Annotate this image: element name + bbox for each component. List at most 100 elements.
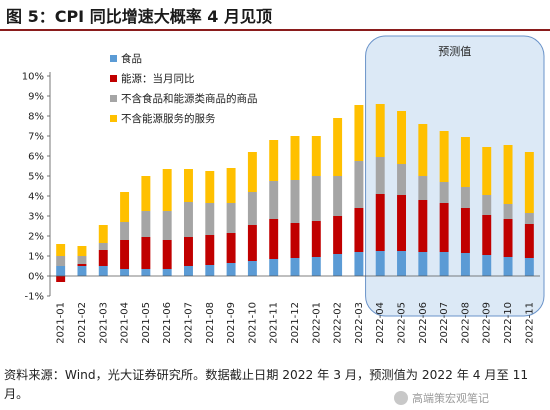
- y-tick-label: 7%: [28, 132, 44, 143]
- bar-segment-1-2021-02: [77, 264, 87, 266]
- y-tick-label: 4%: [28, 192, 44, 203]
- bar-segment-2-2022-08: [460, 187, 470, 208]
- bar-segment-2-2022-02: [333, 176, 343, 216]
- x-tick-label: 2021-08: [205, 302, 216, 344]
- bar-segment-2-2021-01: [56, 256, 66, 266]
- bar-segment-0-2021-05: [141, 269, 151, 276]
- bar-segment-0-2021-08: [205, 265, 215, 276]
- bar-segment-0-2021-06: [162, 269, 172, 276]
- legend-label-1: 能源：当月同比: [121, 72, 195, 85]
- legend-swatch-1: [110, 75, 117, 82]
- bar-segment-2-2022-06: [418, 176, 428, 200]
- legend-swatch-2: [110, 95, 117, 102]
- bar-segment-0-2021-12: [290, 258, 300, 276]
- bar-segment-3-2021-03: [98, 225, 108, 243]
- forecast-region: [365, 35, 545, 317]
- bar-segment-0-2022-07: [439, 252, 449, 276]
- bar-segment-2-2021-05: [141, 211, 151, 237]
- bar-segment-3-2021-11: [269, 140, 279, 181]
- x-tick-label: 2021-03: [98, 302, 109, 344]
- bar-segment-1-2021-04: [120, 240, 130, 269]
- bar-segment-2-2022-10: [503, 204, 513, 219]
- bar-segment-1-2021-07: [184, 237, 193, 266]
- x-tick-label: 2022-04: [375, 302, 386, 344]
- bar-segment-0-2022-05: [397, 251, 406, 276]
- x-tick-label: 2021-07: [183, 302, 194, 344]
- watermark: 高端策宏观笔记: [394, 388, 489, 408]
- x-tick-label: 2021-05: [141, 302, 152, 344]
- bar-segment-1-2022-04: [375, 194, 385, 251]
- y-tick-label: 8%: [28, 112, 44, 123]
- bar-segment-0-2021-03: [98, 266, 108, 276]
- legend-label-3: 不含能源服务的服务: [121, 112, 216, 125]
- bar-segment-0-2021-09: [226, 263, 236, 276]
- y-tick-label: 1%: [28, 252, 44, 263]
- bar-segment-3-2021-12: [290, 136, 300, 180]
- title-divider: [0, 29, 550, 31]
- bar-segment-3-2022-09: [482, 147, 492, 195]
- bar-segment-2-2021-08: [205, 203, 215, 235]
- bar-segment-0-2022-10: [503, 257, 513, 276]
- x-tick-label: 2021-09: [226, 302, 237, 344]
- bar-segment-1-2021-01: [56, 276, 66, 282]
- y-tick-label: -1%: [25, 292, 44, 303]
- bar-segment-0-2022-03: [354, 252, 364, 276]
- bar-segment-3-2022-01: [311, 136, 321, 176]
- bar-segment-2-2021-02: [77, 256, 87, 264]
- bar-segment-0-2021-01: [56, 266, 66, 276]
- x-tick-label: 2022-03: [354, 302, 365, 344]
- y-tick-label: 9%: [28, 92, 44, 103]
- bar-segment-0-2022-01: [311, 257, 321, 276]
- bar-segment-0-2021-10: [247, 261, 257, 276]
- x-tick-label: 2022-01: [311, 302, 322, 344]
- bar-segment-3-2021-08: [205, 171, 215, 203]
- x-tick-label: 2021-06: [162, 302, 173, 344]
- bar-segment-2-2021-06: [162, 211, 172, 240]
- bar-segment-3-2021-09: [226, 168, 236, 203]
- bar-segment-1-2021-11: [269, 219, 279, 259]
- bar-segment-3-2022-11: [524, 152, 534, 213]
- bar-segment-1-2021-10: [247, 225, 257, 261]
- bar-segment-0-2022-04: [375, 251, 385, 276]
- bar-segment-2-2022-09: [482, 195, 492, 215]
- bar-segment-1-2022-09: [482, 215, 492, 255]
- forecast-label: 预测值: [438, 45, 471, 58]
- bar-segment-1-2022-10: [503, 219, 513, 257]
- bar-segment-2-2021-11: [269, 181, 279, 219]
- bar-segment-1-2021-09: [226, 233, 236, 263]
- bar-segment-2-2022-05: [397, 164, 406, 195]
- bar-segment-3-2021-01: [56, 244, 66, 256]
- x-tick-label: 2021-02: [77, 302, 88, 344]
- bar-segment-1-2022-02: [333, 216, 343, 254]
- bar-segment-2-2021-03: [98, 243, 108, 250]
- bar-segment-3-2022-02: [333, 118, 343, 176]
- bar-segment-3-2022-08: [460, 137, 470, 187]
- watermark-text: 高端策宏观笔记: [412, 392, 489, 405]
- bar-segment-3-2021-10: [247, 152, 257, 192]
- bar-segment-2-2021-09: [226, 203, 236, 233]
- bar-segment-2-2022-04: [375, 157, 385, 194]
- x-tick-label: 2022-06: [418, 302, 429, 344]
- x-tick-label: 2022-07: [439, 302, 450, 344]
- bar-segment-2-2021-04: [120, 222, 130, 240]
- legend-swatch-0: [110, 55, 117, 62]
- bar-segment-2-2022-07: [439, 182, 449, 203]
- bar-segment-2-2021-07: [184, 202, 193, 237]
- bar-segment-2-2022-03: [354, 161, 364, 208]
- bar-segment-1-2021-05: [141, 237, 151, 269]
- y-tick-label: 6%: [28, 152, 44, 163]
- bar-segment-3-2022-10: [503, 145, 513, 204]
- x-tick-label: 2022-11: [524, 302, 535, 344]
- bar-segment-0-2022-09: [482, 255, 492, 276]
- y-tick-label: 5%: [28, 172, 44, 183]
- bar-segment-1-2022-07: [439, 203, 449, 252]
- legend-label-2: 不含食品和能源类商品的商品: [121, 92, 258, 105]
- legend-label-0: 食品: [121, 52, 142, 65]
- figure-title: 图 5：CPI 同比增速大概率 4 月见顶: [6, 7, 272, 26]
- legend-swatch-3: [110, 115, 117, 122]
- bar-segment-3-2022-06: [418, 124, 428, 176]
- bar-segment-1-2021-08: [205, 235, 215, 265]
- bar-segment-2-2022-01: [311, 176, 321, 221]
- bar-segment-1-2022-03: [354, 208, 364, 252]
- bar-segment-2-2022-11: [524, 213, 534, 224]
